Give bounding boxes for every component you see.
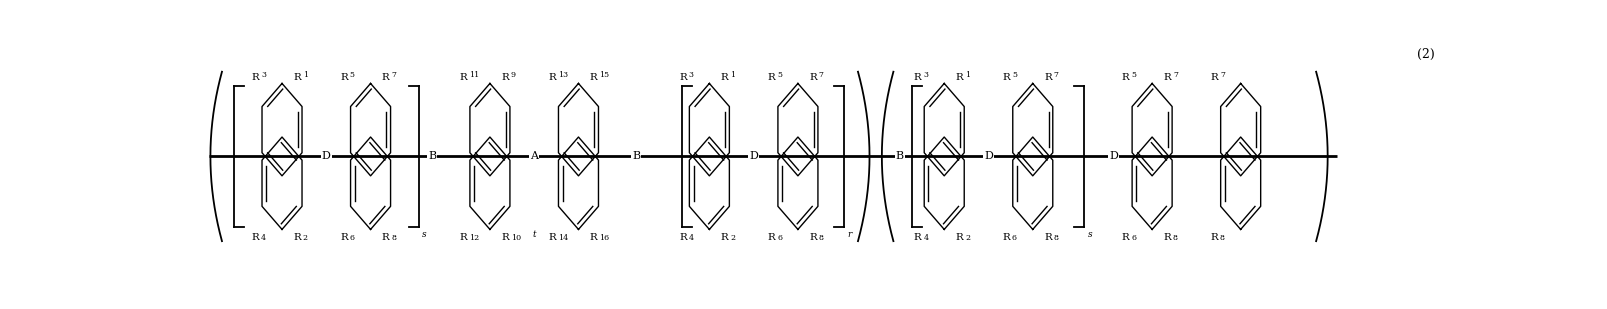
Text: D: D: [1109, 151, 1117, 161]
Text: 6: 6: [1011, 234, 1016, 242]
Text: 7: 7: [818, 71, 823, 79]
Text: $\mathdefault{R}$: $\mathdefault{R}$: [292, 71, 302, 82]
Text: 1: 1: [730, 71, 734, 79]
Text: $\mathdefault{R}$: $\mathdefault{R}$: [588, 231, 599, 242]
Text: 9: 9: [511, 71, 516, 79]
Text: 7: 7: [1053, 71, 1057, 79]
Text: $\mathdefault{R}$: $\mathdefault{R}$: [1001, 71, 1011, 82]
Text: t: t: [532, 230, 535, 239]
Text: $\mathdefault{R}$: $\mathdefault{R}$: [955, 231, 964, 242]
Text: 5: 5: [776, 71, 781, 79]
Text: $\mathdefault{R}$: $\mathdefault{R}$: [913, 231, 922, 242]
Text: $\mathdefault{R}$: $\mathdefault{R}$: [1043, 71, 1053, 82]
Text: $\mathdefault{R}$: $\mathdefault{R}$: [1162, 231, 1172, 242]
Text: $\mathdefault{R}$: $\mathdefault{R}$: [292, 231, 302, 242]
Text: $\mathdefault{R}$: $\mathdefault{R}$: [548, 71, 558, 82]
Text: $\mathdefault{R}$: $\mathdefault{R}$: [381, 71, 391, 82]
Text: $\mathdefault{R}$: $\mathdefault{R}$: [1120, 231, 1131, 242]
Text: $\mathdefault{R}$: $\mathdefault{R}$: [955, 71, 964, 82]
Text: 5: 5: [1011, 71, 1016, 79]
Text: 4: 4: [688, 234, 693, 242]
Text: B: B: [895, 151, 903, 161]
Text: 1: 1: [964, 71, 969, 79]
Text: $\mathdefault{R}$: $\mathdefault{R}$: [913, 71, 922, 82]
Text: $\mathdefault{R}$: $\mathdefault{R}$: [548, 231, 558, 242]
Text: 15: 15: [599, 71, 609, 79]
Text: s: s: [1086, 230, 1091, 239]
Text: (2): (2): [1416, 48, 1433, 61]
Text: $\mathdefault{R}$: $\mathdefault{R}$: [678, 231, 688, 242]
Text: 11: 11: [469, 71, 479, 79]
Text: 7: 7: [1172, 71, 1178, 79]
Text: 6: 6: [350, 234, 355, 242]
Text: 6: 6: [776, 234, 781, 242]
Text: 6: 6: [1131, 234, 1136, 242]
Text: 13: 13: [558, 71, 567, 79]
Text: $\mathdefault{R}$: $\mathdefault{R}$: [808, 231, 818, 242]
Text: $\mathdefault{R}$: $\mathdefault{R}$: [381, 231, 391, 242]
Text: B: B: [632, 151, 640, 161]
Text: $\mathdefault{R}$: $\mathdefault{R}$: [500, 231, 511, 242]
Text: 2: 2: [302, 234, 307, 242]
Text: 5: 5: [1131, 71, 1136, 79]
Text: $\mathdefault{R}$: $\mathdefault{R}$: [339, 231, 350, 242]
Text: D: D: [749, 151, 757, 161]
Text: $\mathdefault{R}$: $\mathdefault{R}$: [808, 71, 818, 82]
Text: D: D: [983, 151, 992, 161]
Text: $\mathdefault{R}$: $\mathdefault{R}$: [720, 71, 730, 82]
Text: 8: 8: [391, 234, 395, 242]
Text: 8: 8: [818, 234, 823, 242]
Text: $\mathdefault{R}$: $\mathdefault{R}$: [1120, 71, 1131, 82]
Text: 8: 8: [1220, 234, 1225, 242]
Text: $\mathdefault{R}$: $\mathdefault{R}$: [339, 71, 350, 82]
Text: $\mathdefault{R}$: $\mathdefault{R}$: [767, 231, 776, 242]
Text: r: r: [847, 230, 852, 239]
Text: D: D: [321, 151, 331, 161]
Text: 5: 5: [350, 71, 355, 79]
Text: B: B: [427, 151, 435, 161]
Text: 3: 3: [922, 71, 927, 79]
Text: 8: 8: [1053, 234, 1057, 242]
Text: $\mathdefault{R}$: $\mathdefault{R}$: [1162, 71, 1172, 82]
Text: 4: 4: [260, 234, 267, 242]
Text: $\mathdefault{R}$: $\mathdefault{R}$: [588, 71, 599, 82]
Text: $\mathdefault{R}$: $\mathdefault{R}$: [767, 71, 776, 82]
Text: $\mathdefault{R}$: $\mathdefault{R}$: [1043, 231, 1053, 242]
Text: $\mathdefault{R}$: $\mathdefault{R}$: [500, 71, 511, 82]
Text: s: s: [423, 230, 426, 239]
Text: 2: 2: [964, 234, 969, 242]
Text: $\mathdefault{R}$: $\mathdefault{R}$: [1001, 231, 1011, 242]
Text: $\mathdefault{R}$: $\mathdefault{R}$: [1208, 231, 1220, 242]
Text: 3: 3: [688, 71, 693, 79]
Text: 8: 8: [1172, 234, 1178, 242]
Text: $\mathdefault{R}$: $\mathdefault{R}$: [251, 231, 260, 242]
Text: $\mathdefault{R}$: $\mathdefault{R}$: [720, 231, 730, 242]
Text: 2: 2: [730, 234, 734, 242]
Text: 14: 14: [558, 234, 567, 242]
Text: 10: 10: [511, 234, 521, 242]
Text: $\mathdefault{R}$: $\mathdefault{R}$: [460, 231, 469, 242]
Text: 12: 12: [469, 234, 479, 242]
Text: 1: 1: [302, 71, 309, 79]
Text: 16: 16: [599, 234, 609, 242]
Text: 3: 3: [260, 71, 267, 79]
Text: $\mathdefault{R}$: $\mathdefault{R}$: [251, 71, 260, 82]
Text: 7: 7: [1220, 71, 1225, 79]
Text: 4: 4: [922, 234, 927, 242]
Text: $\mathdefault{R}$: $\mathdefault{R}$: [460, 71, 469, 82]
Text: 7: 7: [391, 71, 395, 79]
Text: A: A: [530, 151, 538, 161]
Text: $\mathdefault{R}$: $\mathdefault{R}$: [678, 71, 688, 82]
Text: $\mathdefault{R}$: $\mathdefault{R}$: [1208, 71, 1220, 82]
